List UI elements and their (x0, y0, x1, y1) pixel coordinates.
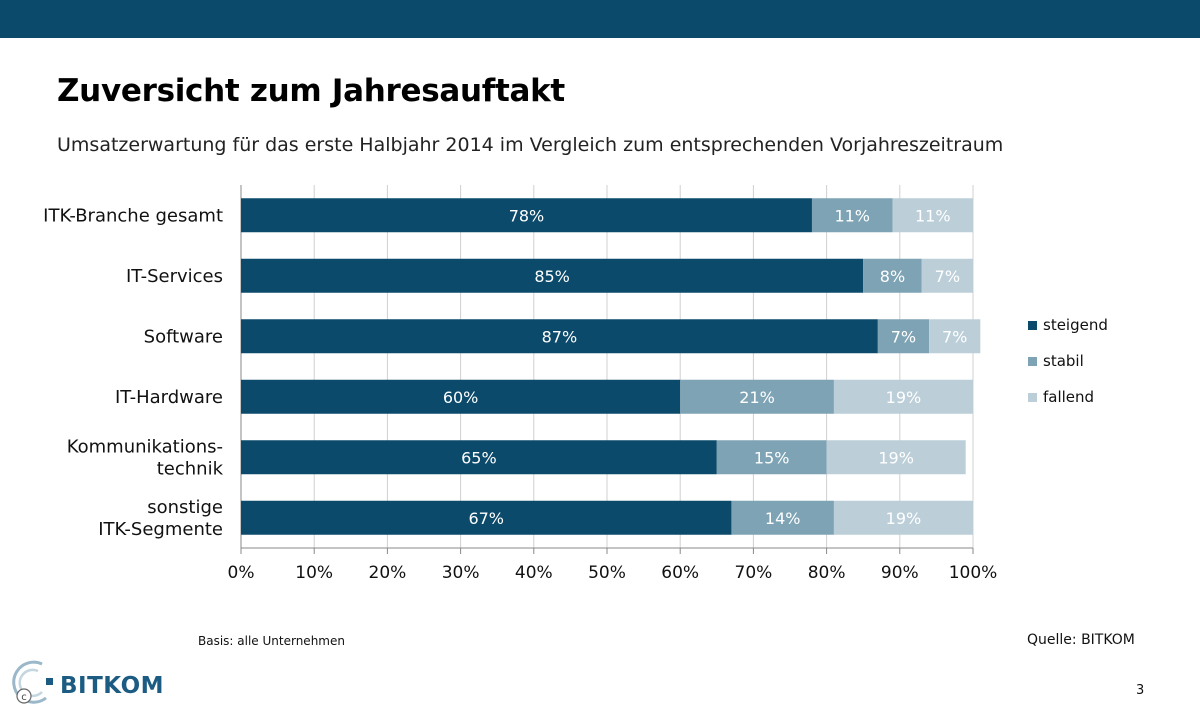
category-label: ITK-Branche gesamt (43, 205, 223, 226)
category-label: technik (157, 458, 224, 479)
bar-segment-steigend (241, 319, 878, 354)
data-label: 19% (878, 448, 914, 467)
x-tick-label: 10% (295, 563, 333, 583)
bar-segment-fallend (833, 379, 973, 414)
category-label: Kommunikations- (67, 436, 223, 457)
page-subtitle: Umsatzerwartung für das erste Halbjahr 2… (57, 134, 1004, 156)
data-label: 60% (443, 388, 479, 407)
legend-swatch-fallend (1028, 393, 1037, 402)
x-tick-label: 70% (735, 563, 773, 583)
x-tick-label: 90% (881, 563, 919, 583)
category-label: sonstige (147, 497, 223, 518)
data-label: 7% (942, 327, 967, 346)
category-label: Software (144, 326, 223, 347)
svg-text:c: c (21, 692, 27, 703)
bar-segment-steigend (241, 440, 717, 475)
stacked-bar-chart: 0% 10% 20% 30% 40% 50% 60% 70% 80% 90% 100% ITK-Bra… (43, 185, 1108, 583)
logo-swirl-icon: c (12, 660, 53, 704)
data-label: 87% (542, 327, 578, 346)
bar-segment-fallend (892, 198, 973, 233)
data-label: 21% (739, 388, 775, 407)
data-label: 85% (534, 267, 570, 286)
legend-swatch-stabil (1028, 357, 1037, 366)
bar-segment-fallend (921, 258, 973, 293)
data-label: 19% (886, 388, 922, 407)
basis-note: Basis: alle Unternehmen (198, 634, 345, 648)
data-label: 78% (509, 206, 545, 225)
bar-segment-stabil (877, 319, 930, 354)
bar-segment-steigend (241, 379, 681, 414)
source-note: Quelle: BITKOM (1027, 632, 1135, 648)
logo-wordmark: BITKOM (60, 673, 165, 699)
category-label: ITK-Segmente (98, 519, 223, 540)
data-label: 7% (935, 267, 960, 286)
x-tick-label: 0% (228, 563, 255, 583)
bar-segment-stabil (716, 440, 827, 475)
bar-segment-steigend (241, 500, 732, 535)
bar-segment-stabil (811, 198, 893, 233)
data-label: 65% (461, 448, 497, 467)
page-number: 3 (1136, 683, 1145, 698)
data-label: 8% (880, 267, 905, 286)
data-label: 19% (886, 509, 922, 528)
bar-segment-stabil (863, 258, 922, 293)
x-tick-label: 50% (588, 563, 626, 583)
bar-segment-steigend (241, 258, 864, 293)
page-title: Zuversicht zum Jahresauftakt (57, 73, 565, 109)
category-label: IT-Services (126, 266, 223, 287)
header-band (0, 0, 1200, 38)
data-label: 7% (891, 327, 916, 346)
x-tick-label: 60% (661, 563, 699, 583)
data-label: 67% (468, 509, 504, 528)
bar-segment-fallend (833, 500, 973, 535)
bar-segment-stabil (680, 379, 834, 414)
data-label: 15% (754, 448, 790, 467)
x-tick-label: 100% (949, 563, 998, 583)
bitkom-logo: c BITKOM (12, 658, 172, 708)
bar-segment-steigend (241, 198, 812, 233)
x-tick-label: 80% (808, 563, 846, 583)
category-label: IT-Hardware (115, 387, 223, 408)
x-tick-label: 20% (369, 563, 407, 583)
legend-label: stabil (1043, 352, 1084, 370)
legend-label: steigend (1043, 316, 1108, 334)
x-tick-label: 40% (515, 563, 553, 583)
legend-label: fallend (1043, 388, 1094, 406)
bar-segment-fallend (929, 319, 981, 354)
data-label: 11% (915, 206, 951, 225)
bar-segment-fallend (826, 440, 966, 475)
x-tick-label: 30% (442, 563, 480, 583)
bar-segment-stabil (731, 500, 834, 535)
data-label: 14% (765, 509, 801, 528)
data-label: 11% (834, 206, 870, 225)
legend-swatch-steigend (1028, 321, 1037, 330)
